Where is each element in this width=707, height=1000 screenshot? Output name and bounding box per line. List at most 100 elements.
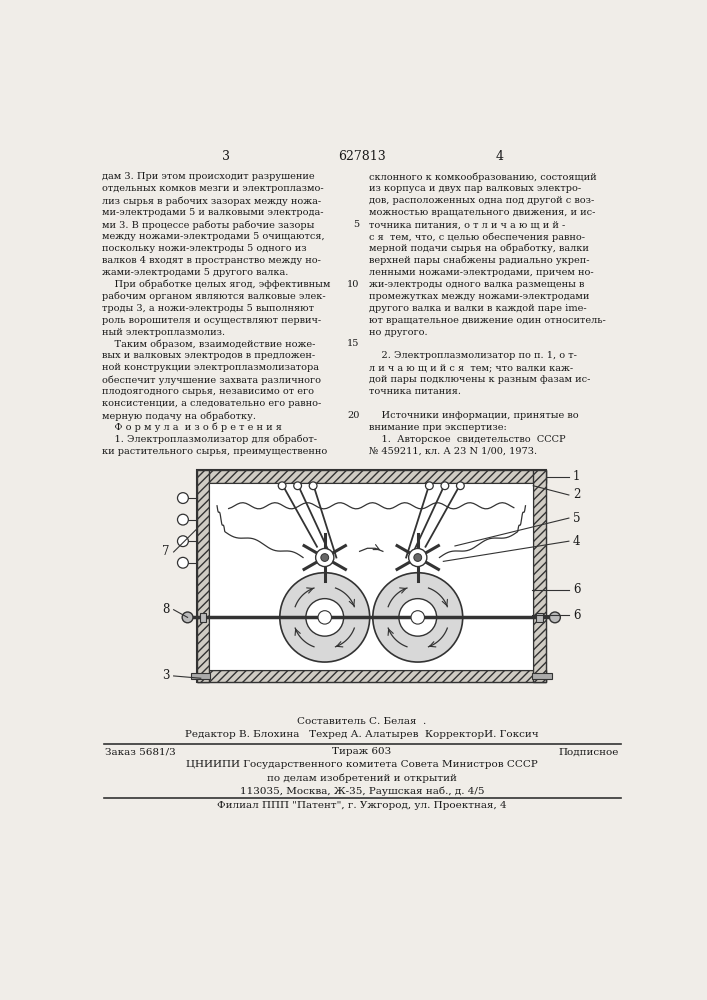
- Text: 10: 10: [347, 280, 360, 289]
- Text: 7: 7: [162, 545, 170, 558]
- Text: консистенции, а следовательно его равно-: консистенции, а следовательно его равно-: [103, 399, 322, 408]
- Circle shape: [426, 482, 433, 490]
- Circle shape: [177, 514, 188, 525]
- Text: промежутках между ножами-электродами: промежутках между ножами-электродами: [369, 292, 590, 301]
- Bar: [533, 470, 546, 682]
- Text: мерной подачи сырья на обработку, валки: мерной подачи сырья на обработку, валки: [369, 244, 589, 253]
- Circle shape: [280, 573, 370, 662]
- Text: верхней пары снабжены радиально укреп-: верхней пары снабжены радиально укреп-: [369, 256, 590, 265]
- Text: ют вращательное движение один относитель-: ют вращательное движение один относитель…: [369, 316, 606, 325]
- Text: № 459211, кл. А 23 N 1/00, 1973.: № 459211, кл. А 23 N 1/00, 1973.: [369, 447, 537, 456]
- Bar: [209, 483, 533, 670]
- Text: Редактор В. Блохина   Техред А. Алатырев  КорректорИ. Гоксич: Редактор В. Блохина Техред А. Алатырев К…: [185, 730, 539, 739]
- Circle shape: [306, 599, 344, 636]
- Text: 6: 6: [573, 609, 580, 622]
- Text: 20: 20: [347, 411, 360, 420]
- Text: 1. Электроплазмолизатор для обработ-: 1. Электроплазмолизатор для обработ-: [103, 435, 317, 444]
- Text: дов, расположенных одна под другой с воз-: дов, расположенных одна под другой с воз…: [369, 196, 594, 205]
- Text: л и ч а ю щ и й с я  тем; что валки каж-: л и ч а ю щ и й с я тем; что валки каж-: [369, 363, 573, 372]
- Text: поскольку ножи-электроды 5 одного из: поскольку ножи-электроды 5 одного из: [103, 244, 307, 253]
- Circle shape: [309, 482, 317, 490]
- Circle shape: [182, 612, 193, 623]
- Text: 4: 4: [573, 535, 580, 548]
- Circle shape: [177, 557, 188, 568]
- Circle shape: [318, 611, 332, 624]
- Text: по делам изобретений и открытий: по делам изобретений и открытий: [267, 773, 457, 783]
- Text: склонного к комкообразованию, состоящий: склонного к комкообразованию, состоящий: [369, 172, 597, 182]
- Bar: [537, 613, 542, 622]
- Text: с я  тем, что, с целью обеспечения равно-: с я тем, что, с целью обеспечения равно-: [369, 232, 585, 242]
- Text: 8: 8: [163, 603, 170, 616]
- Text: ной конструкции электроплазмолизатора: ной конструкции электроплазмолизатора: [103, 363, 320, 372]
- Text: лиз сырья в рабочих зазорах между ножа-: лиз сырья в рабочих зазорах между ножа-: [103, 196, 322, 206]
- Text: 15: 15: [347, 339, 360, 348]
- Circle shape: [549, 612, 561, 623]
- Text: Таким образом, взаимодействие ноже-: Таким образом, взаимодействие ноже-: [103, 339, 316, 349]
- Text: дой пары подключены к разным фазам ис-: дой пары подключены к разным фазам ис-: [369, 375, 590, 384]
- Text: 1: 1: [573, 470, 580, 483]
- Text: жами-электродами 5 другого валка.: жами-электродами 5 другого валка.: [103, 268, 288, 277]
- Bar: [532, 673, 552, 679]
- Circle shape: [373, 573, 462, 662]
- Text: точника питания, о т л и ч а ю щ и й -: точника питания, о т л и ч а ю щ и й -: [369, 220, 565, 229]
- Text: мерную подачу на обработку.: мерную подачу на обработку.: [103, 411, 257, 421]
- Circle shape: [177, 493, 188, 503]
- Bar: [209, 483, 533, 670]
- Text: плодоягодного сырья, независимо от его: плодоягодного сырья, независимо от его: [103, 387, 315, 396]
- Text: между ножами-электродами 5 очищаются,: между ножами-электродами 5 очищаются,: [103, 232, 325, 241]
- Text: 113035, Москва, Ж-35, Раушская наб., д. 4/5: 113035, Москва, Ж-35, Раушская наб., д. …: [240, 787, 484, 796]
- Bar: [197, 470, 546, 483]
- Text: внимание при экспертизе:: внимание при экспертизе:: [369, 423, 507, 432]
- Circle shape: [411, 611, 424, 624]
- Text: При обработке целых ягод, эффективным: При обработке целых ягод, эффективным: [103, 280, 331, 289]
- Text: Филиал ППП "Патент", г. Ужгород, ул. Проектная, 4: Филиал ППП "Патент", г. Ужгород, ул. Про…: [217, 801, 507, 810]
- Bar: [197, 470, 209, 682]
- Text: Подписное: Подписное: [558, 747, 619, 756]
- Text: троды 3, а ножи-электроды 5 выполняют: троды 3, а ножи-электроды 5 выполняют: [103, 304, 315, 313]
- Text: роль ворошителя и осуществляют первич-: роль ворошителя и осуществляют первич-: [103, 316, 322, 325]
- Text: жи-электроды одного валка размещены в: жи-электроды одного валка размещены в: [369, 280, 584, 289]
- Text: ный электроплазмолиз.: ный электроплазмолиз.: [103, 328, 226, 337]
- Text: 2: 2: [573, 488, 580, 501]
- Text: ленными ножами-электродами, причем но-: ленными ножами-электродами, причем но-: [369, 268, 594, 277]
- Text: 6: 6: [573, 583, 580, 596]
- Circle shape: [441, 482, 449, 490]
- Text: 5: 5: [354, 220, 360, 229]
- Text: 5: 5: [573, 512, 580, 525]
- Text: 1.  Авторское  свидетельство  СССР: 1. Авторское свидетельство СССР: [369, 435, 566, 444]
- Text: точника питания.: точника питания.: [369, 387, 461, 396]
- Circle shape: [279, 482, 286, 490]
- Text: ми 3. В процессе работы рабочие зазоры: ми 3. В процессе работы рабочие зазоры: [103, 220, 315, 230]
- Circle shape: [293, 482, 301, 490]
- Text: Ф о р м у л а  и з о б р е т е н и я: Ф о р м у л а и з о б р е т е н и я: [103, 423, 282, 432]
- Bar: [200, 613, 206, 622]
- Text: но другого.: но другого.: [369, 328, 428, 337]
- Text: отдельных комков мезги и электроплазмо-: отдельных комков мезги и электроплазмо-: [103, 184, 324, 193]
- Bar: [197, 470, 546, 682]
- Text: вых и валковых электродов в предложен-: вых и валковых электродов в предложен-: [103, 351, 315, 360]
- Text: можностью вращательного движения, и ис-: можностью вращательного движения, и ис-: [369, 208, 595, 217]
- Text: Заказ 5681/3: Заказ 5681/3: [105, 747, 176, 756]
- Text: Источники информации, принятые во: Источники информации, принятые во: [369, 411, 578, 420]
- Text: из корпуса и двух пар валковых электро-: из корпуса и двух пар валковых электро-: [369, 184, 581, 193]
- Bar: [197, 670, 546, 682]
- Circle shape: [177, 536, 188, 547]
- Text: 4: 4: [495, 150, 503, 163]
- Circle shape: [321, 554, 329, 561]
- Text: 3: 3: [221, 150, 230, 163]
- Text: 2. Электроплазмолизатор по п. 1, о т-: 2. Электроплазмолизатор по п. 1, о т-: [369, 351, 577, 360]
- Text: ки растительного сырья, преимущественно: ки растительного сырья, преимущественно: [103, 447, 327, 456]
- Text: валков 4 входят в пространство между но-: валков 4 входят в пространство между но-: [103, 256, 321, 265]
- Circle shape: [315, 548, 334, 567]
- Text: Составитель С. Белая  .: Составитель С. Белая .: [298, 717, 426, 726]
- Text: ми-электродами 5 и валковыми электрода-: ми-электродами 5 и валковыми электрода-: [103, 208, 324, 217]
- Text: ЦНИИПИ Государственного комитета Совета Министров СССР: ЦНИИПИ Государственного комитета Совета …: [186, 760, 538, 769]
- Circle shape: [409, 548, 427, 567]
- Text: другого валка и валки в каждой паре ime-: другого валка и валки в каждой паре ime-: [369, 304, 587, 313]
- Circle shape: [399, 599, 437, 636]
- Text: обеспечит улучшение захвата различного: обеспечит улучшение захвата различного: [103, 375, 321, 385]
- Text: 627813: 627813: [338, 150, 386, 163]
- Circle shape: [414, 554, 421, 561]
- Text: Тираж 603: Тираж 603: [332, 747, 392, 756]
- Text: дам 3. При этом происходит разрушение: дам 3. При этом происходит разрушение: [103, 172, 315, 181]
